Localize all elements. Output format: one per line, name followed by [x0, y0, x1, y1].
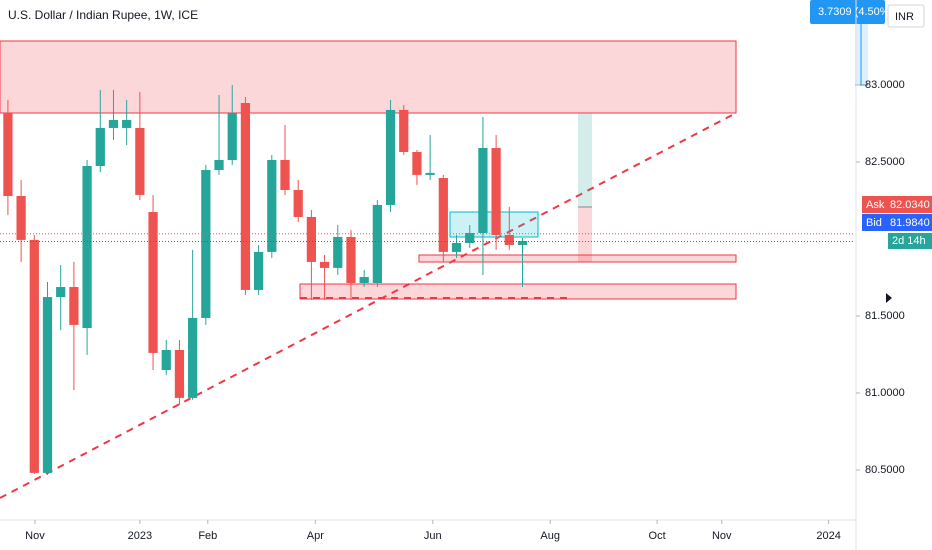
candle-body [174, 350, 185, 398]
x-tick-label: 2024 [816, 530, 840, 542]
candle-body [267, 159, 277, 252]
chart-title: U.S. Dollar / Indian Rupee, 1W, ICE [8, 8, 198, 22]
candle-body [95, 127, 105, 166]
measure-label: 3.7309 (4.50%) 3 [818, 6, 902, 18]
x-tick-label: Nov [25, 530, 45, 542]
candle-body [359, 277, 369, 284]
target-area [578, 113, 592, 207]
y-tick-label: 80.5000 [865, 464, 905, 476]
candle-body [465, 232, 475, 243]
ask-badge [862, 196, 932, 213]
candle-body [372, 204, 382, 284]
y-tick-label: 82.5000 [865, 156, 905, 168]
ask-title: Ask [866, 199, 885, 211]
candle-body [412, 151, 422, 175]
candle-body [333, 236, 343, 268]
candle-body [385, 109, 396, 205]
candle-body [16, 196, 26, 240]
candle-body [135, 127, 145, 195]
candle-body [56, 287, 66, 298]
candle-body [201, 169, 211, 318]
candle-body [161, 350, 171, 371]
x-tick-label: Jun [424, 530, 442, 542]
candle-body [280, 159, 290, 191]
bid-price: 81.9840 [890, 217, 930, 229]
candle-body [29, 239, 39, 473]
x-tick-label: Nov [712, 530, 732, 542]
candle-body [3, 113, 13, 197]
x-tick-label: Apr [307, 530, 324, 542]
candle-body [517, 240, 528, 245]
measure-badge [810, 0, 885, 24]
candle-body [451, 242, 462, 252]
support-zone [299, 283, 737, 300]
stop-area [578, 207, 592, 262]
candle-body [227, 113, 237, 160]
currency-label: INR [895, 11, 914, 23]
candle-body [504, 234, 514, 245]
currency-box [887, 4, 925, 28]
countdown: 2d 14h [892, 235, 926, 247]
candle-body [214, 159, 224, 170]
support-zone [418, 254, 737, 263]
x-tick-label: Feb [198, 530, 217, 542]
trend-line [0, 112, 737, 499]
ask-price: 82.0340 [890, 199, 930, 211]
candle-body [293, 190, 303, 217]
candle-body [69, 287, 79, 325]
candle-body [188, 317, 198, 398]
candle-body [240, 103, 251, 290]
resistance-zone [0, 40, 737, 114]
y-tick-label: 81.5000 [865, 310, 905, 322]
candle-body [253, 251, 264, 290]
candle-body [148, 212, 158, 353]
candle-body [399, 109, 409, 152]
candle-body [108, 119, 119, 128]
x-tick-label: Oct [649, 530, 666, 542]
countdown-badge [888, 233, 932, 249]
bid-badge [862, 214, 932, 231]
candle-body [425, 172, 435, 175]
candle-body [438, 178, 448, 252]
candle-body [82, 165, 92, 328]
candle-body [491, 147, 501, 235]
candle-body [306, 216, 317, 262]
y-tick-label: 83.0000 [865, 79, 905, 91]
bid-title: Bid [866, 217, 882, 229]
candle-body [478, 147, 488, 233]
marker [886, 293, 892, 303]
candle-body [42, 297, 53, 473]
candle-body [319, 261, 330, 268]
candle-body [122, 119, 132, 128]
candle-body [346, 236, 356, 284]
x-tick-label: Aug [540, 530, 560, 542]
x-tick-label: 2023 [128, 530, 152, 542]
y-tick-label: 81.0000 [865, 387, 905, 399]
